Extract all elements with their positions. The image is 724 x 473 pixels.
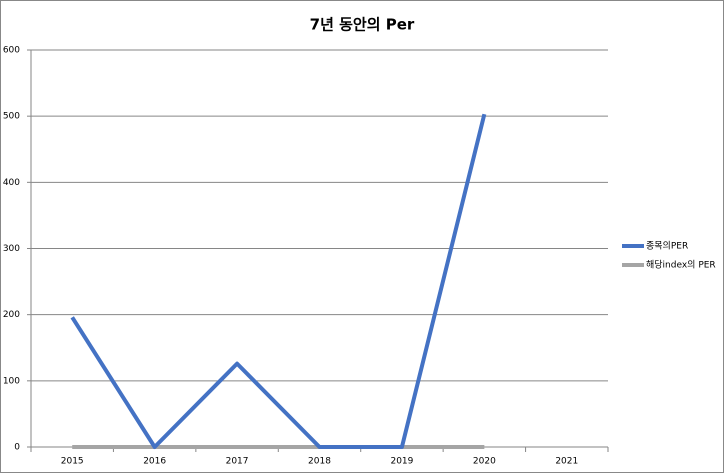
series-line <box>70 113 487 449</box>
x-tick-label: 2016 <box>143 457 166 467</box>
y-tick-label: 200 <box>3 310 20 320</box>
chart-title: 7년 동안의 Per <box>310 16 415 34</box>
legend-label: 해당index의 PER <box>646 260 716 271</box>
x-tick-label: 2015 <box>61 457 84 467</box>
y-tick-label: 100 <box>3 376 20 386</box>
legend-label: 종목의PER <box>646 241 688 252</box>
x-tick-label: 2021 <box>555 457 578 467</box>
y-tick-label: 0 <box>14 443 20 453</box>
x-tick-label: 2019 <box>390 457 413 467</box>
y-tick-label: 400 <box>3 178 20 188</box>
y-tick-label: 300 <box>3 244 20 254</box>
x-tick-label: 2018 <box>308 457 331 467</box>
y-tick-label: 600 <box>3 46 20 56</box>
y-tick-label: 500 <box>3 112 20 122</box>
x-tick-label: 2020 <box>473 457 496 467</box>
x-tick-label: 2017 <box>226 457 249 467</box>
